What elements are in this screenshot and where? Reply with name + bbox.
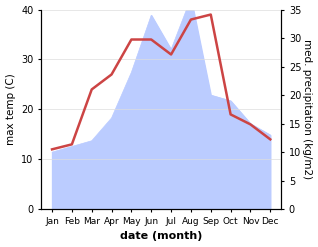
Y-axis label: max temp (C): max temp (C) <box>5 74 16 145</box>
Y-axis label: med. precipitation (kg/m2): med. precipitation (kg/m2) <box>302 39 313 180</box>
X-axis label: date (month): date (month) <box>120 231 202 242</box>
